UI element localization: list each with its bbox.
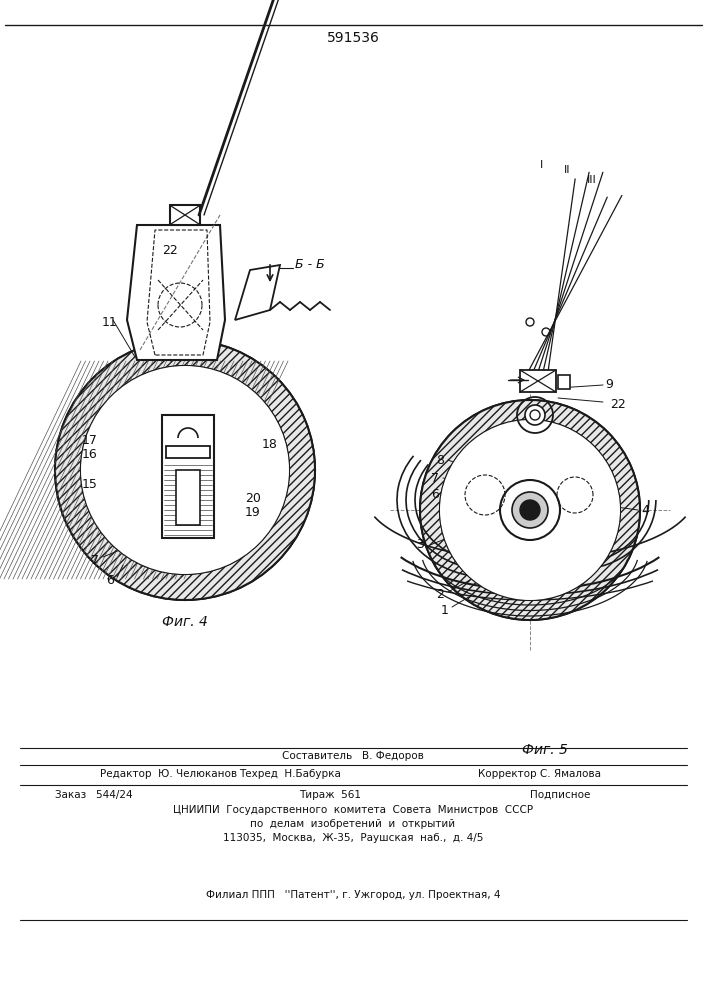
Text: ЦНИИПИ  Государственного  комитета  Совета  Министров  СССР: ЦНИИПИ Государственного комитета Совета …	[173, 805, 533, 815]
Text: 3: 3	[416, 538, 424, 552]
Bar	[558, 375, 570, 389]
Text: 7: 7	[431, 472, 439, 485]
Text: 9: 9	[605, 378, 613, 391]
Text: 113035,  Москва,  Ж-35,  Раушская  наб.,  д. 4/5: 113035, Москва, Ж-35, Раушская наб., д. …	[223, 833, 483, 843]
Text: 22: 22	[610, 398, 626, 412]
Text: 2: 2	[436, 588, 444, 601]
Text: 17: 17	[82, 434, 98, 446]
Bar	[176, 470, 200, 525]
Circle shape	[81, 366, 289, 574]
Wedge shape	[55, 340, 315, 600]
Text: 18: 18	[262, 438, 278, 452]
Text: Корректор С. Ямалова: Корректор С. Ямалова	[479, 769, 602, 779]
Text: 4: 4	[641, 504, 649, 516]
Text: II: II	[563, 165, 571, 175]
Text: Заказ   544/24: Заказ 544/24	[55, 790, 133, 800]
Circle shape	[440, 420, 620, 600]
Text: 11: 11	[102, 316, 118, 328]
Text: I: I	[540, 160, 544, 170]
Text: Составитель   В. Федоров: Составитель В. Федоров	[282, 751, 424, 761]
Text: Б - Б: Б - Б	[295, 258, 325, 271]
Polygon shape	[127, 225, 225, 360]
Bar	[520, 370, 556, 392]
Text: Редактор  Ю. Челюканов: Редактор Ю. Челюканов	[100, 769, 237, 779]
Text: по  делам  изобретений  и  открытий: по делам изобретений и открытий	[250, 819, 455, 829]
Text: 22: 22	[162, 243, 178, 256]
Text: Фиг. 5: Фиг. 5	[522, 743, 568, 757]
Text: 19: 19	[245, 506, 261, 518]
Text: 20: 20	[245, 491, 261, 504]
Circle shape	[55, 340, 315, 600]
Text: Тираж  561: Тираж 561	[299, 790, 361, 800]
Wedge shape	[420, 400, 640, 620]
Text: Подписное: Подписное	[530, 790, 590, 800]
Text: 15: 15	[82, 479, 98, 491]
Polygon shape	[235, 265, 280, 320]
Circle shape	[525, 405, 545, 425]
Text: 16: 16	[82, 448, 98, 462]
Circle shape	[455, 465, 515, 525]
Text: 6: 6	[431, 488, 439, 500]
Bar	[162, 415, 214, 538]
Text: 591536: 591536	[327, 31, 380, 45]
Bar	[166, 446, 210, 458]
Text: Техред  Н.Бабурка: Техред Н.Бабурка	[239, 769, 341, 779]
Text: Фиг. 4: Фиг. 4	[162, 615, 208, 629]
Text: Филиал ППП   ''Патент'', г. Ужгород, ул. Проектная, 4: Филиал ППП ''Патент'', г. Ужгород, ул. П…	[206, 890, 501, 900]
Text: 1: 1	[441, 603, 449, 616]
Circle shape	[547, 467, 603, 523]
Bar	[170, 205, 200, 225]
Circle shape	[512, 492, 548, 528]
Circle shape	[520, 500, 540, 520]
Text: 6: 6	[106, 574, 114, 586]
Text: 8: 8	[436, 454, 444, 466]
Text: III: III	[587, 175, 597, 185]
Text: 7: 7	[91, 554, 99, 566]
